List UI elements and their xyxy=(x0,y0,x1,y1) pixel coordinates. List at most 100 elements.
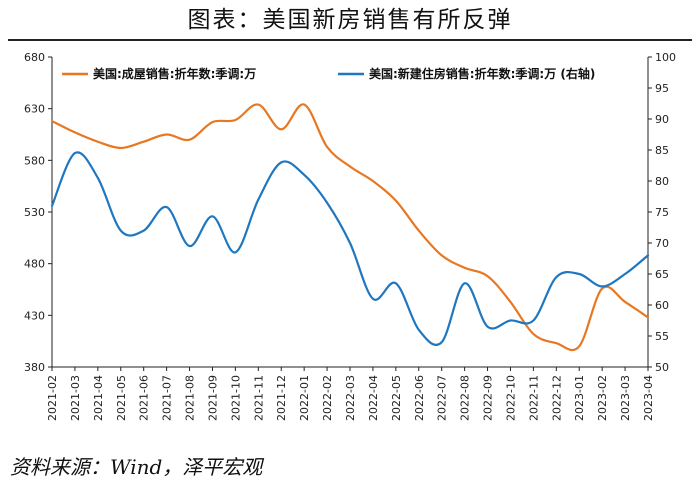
series-1-point xyxy=(555,276,558,279)
x-tick-label: 2022-04 xyxy=(367,375,380,421)
x-tick-label: 2022-10 xyxy=(504,375,517,421)
series-0-point xyxy=(165,133,168,136)
x-tick-label: 2023-04 xyxy=(642,375,655,421)
series-1-point xyxy=(349,242,352,245)
series-1-point xyxy=(165,206,168,209)
x-tick-label: 2021-09 xyxy=(206,375,219,421)
x-tick-label: 2022-08 xyxy=(459,375,472,421)
series-0-point xyxy=(394,199,397,202)
series-1-point xyxy=(463,282,466,285)
series-0-point xyxy=(73,131,76,134)
series-1-point xyxy=(73,152,76,155)
y-right-tick-label: 55 xyxy=(655,330,669,343)
series-0-point xyxy=(371,180,374,183)
series-0-point xyxy=(234,119,237,122)
y-right-tick-label: 90 xyxy=(655,113,669,126)
x-tick-label: 2022-07 xyxy=(436,375,449,421)
x-tick-label: 2022-05 xyxy=(390,375,403,421)
series-1-point xyxy=(486,325,489,328)
x-tick-label: 2022-02 xyxy=(321,375,334,421)
series-0-point xyxy=(280,128,283,131)
series-0-point xyxy=(486,275,489,278)
series-1-point xyxy=(624,273,627,276)
series-1-point xyxy=(257,198,260,201)
series-0-point xyxy=(326,145,329,148)
y-right-tick-label: 100 xyxy=(655,51,676,64)
series-0-point xyxy=(509,300,512,303)
x-tick-label: 2021-05 xyxy=(115,375,128,421)
y-left-tick-label: 580 xyxy=(24,154,45,167)
x-tick-label: 2021-10 xyxy=(229,375,242,421)
x-tick-label: 2022-06 xyxy=(413,375,426,421)
series-0-point xyxy=(532,332,535,335)
chart-series xyxy=(50,103,650,352)
series-0-point xyxy=(188,138,191,141)
series-0-point xyxy=(578,345,581,348)
y-left-tick-label: 480 xyxy=(24,258,45,271)
title-divider xyxy=(8,39,692,41)
series-1-point xyxy=(234,251,237,254)
x-tick-label: 2021-02 xyxy=(46,375,59,421)
series-line-0 xyxy=(50,103,650,352)
x-tick-label: 2021-11 xyxy=(252,375,265,421)
x-tick-label: 2023-02 xyxy=(596,375,609,421)
series-0-point xyxy=(211,121,214,124)
series-0-point xyxy=(119,146,122,149)
series-0-point xyxy=(349,165,352,168)
series-0-point xyxy=(303,103,306,106)
series-1-point xyxy=(211,215,214,218)
series-0-point xyxy=(647,316,650,319)
y-right-tick-label: 50 xyxy=(655,361,669,374)
series-1-point xyxy=(394,282,397,285)
legend-label-0: 美国:成屋销售:折年数:季调:万 xyxy=(93,66,256,81)
series-0-point xyxy=(96,140,99,143)
x-tick-label: 2023-03 xyxy=(619,375,632,421)
x-tick-label: 2021-07 xyxy=(161,375,174,421)
series-1-point xyxy=(440,341,443,344)
y-left-tick-label: 430 xyxy=(24,309,45,322)
x-tick-label: 2022-03 xyxy=(344,375,357,421)
series-0-point xyxy=(51,120,54,123)
series-1-point xyxy=(51,204,54,207)
y-right-tick-label: 75 xyxy=(655,206,669,219)
series-0-point xyxy=(555,342,558,345)
series-0-point xyxy=(463,266,466,269)
legend-label-1: 美国:新建住房销售:折年数:季调:万 (右轴) xyxy=(369,66,595,81)
series-1-point xyxy=(142,229,145,232)
y-right-tick-label: 70 xyxy=(655,237,669,250)
series-1-point xyxy=(326,201,329,204)
series-0-point xyxy=(417,229,420,232)
x-tick-label: 2022-01 xyxy=(298,375,311,421)
series-0-point xyxy=(142,140,145,143)
series-1-point xyxy=(532,319,535,322)
series-1-point xyxy=(303,173,306,176)
chart: 380 430 480 530 580 630 680 50 55 60 65 70 75 80 85 90 9… xyxy=(24,51,676,421)
series-line-1 xyxy=(50,151,650,346)
series-1-point xyxy=(578,273,581,276)
series-1-point xyxy=(119,229,122,232)
series-0-point xyxy=(624,300,627,303)
y-right-tick-label: 65 xyxy=(655,268,669,281)
chart-axes: 380 430 480 530 580 630 680 50 55 60 65 70 75 80 85 90 9… xyxy=(24,51,676,421)
series-0-point xyxy=(440,254,443,257)
series-1-point xyxy=(188,245,191,248)
source-note: 资料来源：Wind，泽平宏观 xyxy=(10,455,263,479)
series-1-point xyxy=(96,176,99,179)
y-right-tick-label: 85 xyxy=(655,144,669,157)
y-left-tick-label: 680 xyxy=(24,51,45,64)
y-right-tick-label: 95 xyxy=(655,82,669,95)
x-tick-label: 2021-03 xyxy=(69,375,82,421)
series-0-point xyxy=(257,103,260,106)
page-title: 图表：美国新房销售有所反弹 xyxy=(187,7,513,33)
series-1-point xyxy=(280,161,283,164)
x-tick-label: 2021-04 xyxy=(92,375,105,421)
series-1-point xyxy=(417,328,420,331)
x-tick-label: 2023-01 xyxy=(573,375,586,421)
x-tick-label: 2021-08 xyxy=(184,375,197,421)
y-right-tick-label: 80 xyxy=(655,175,669,188)
series-1-point xyxy=(601,285,604,288)
y-left-tick-label: 530 xyxy=(24,206,45,219)
x-tick-label: 2022-12 xyxy=(550,375,563,421)
chart-legend: 美国:成屋销售:折年数:季调:万 美国:新建住房销售:折年数:季调:万 (右轴) xyxy=(62,66,595,81)
y-right-tick-label: 60 xyxy=(655,299,669,312)
